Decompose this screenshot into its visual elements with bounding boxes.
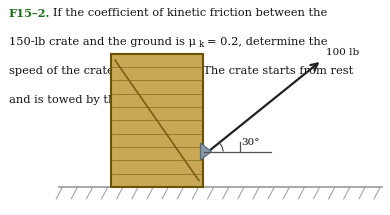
Text: = 0.2, determine the: = 0.2, determine the — [207, 37, 327, 47]
Text: = 4 s. The crate starts from rest: = 4 s. The crate starts from rest — [166, 66, 353, 76]
Text: 30°: 30° — [241, 138, 259, 147]
Text: and is towed by the 100-lb force.: and is towed by the 100-lb force. — [9, 95, 199, 105]
Bar — [111, 54, 203, 187]
Text: 100 lb: 100 lb — [326, 48, 359, 57]
Text: k: k — [199, 40, 204, 49]
Text: t: t — [158, 66, 163, 76]
Text: If the coefficient of kinetic friction between the: If the coefficient of kinetic friction b… — [53, 8, 327, 18]
Text: 150-lb crate and the ground is μ: 150-lb crate and the ground is μ — [9, 37, 195, 47]
Text: speed of the crate when: speed of the crate when — [9, 66, 152, 76]
Polygon shape — [200, 143, 211, 160]
Text: F15–2.: F15–2. — [9, 8, 50, 18]
